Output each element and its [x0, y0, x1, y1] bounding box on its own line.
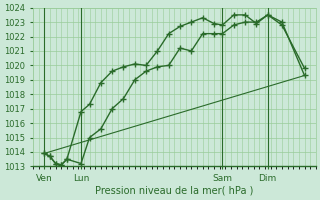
X-axis label: Pression niveau de la mer( hPa ): Pression niveau de la mer( hPa ) — [95, 186, 253, 196]
